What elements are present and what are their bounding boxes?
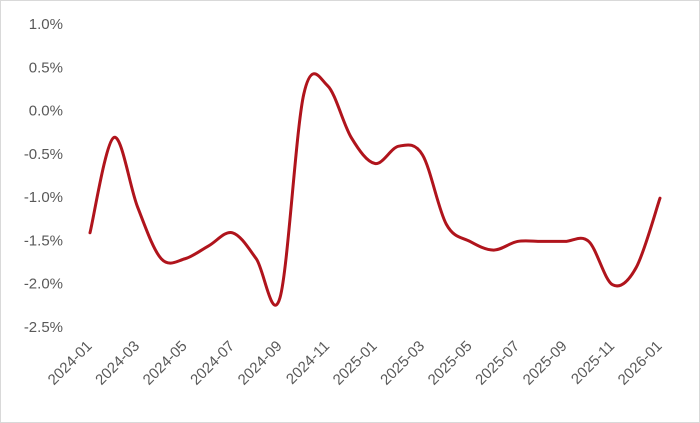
y-tick-label: 0.5% [29, 59, 63, 76]
y-tick-label: 1.0% [29, 16, 63, 33]
y-tick-label: -0.5% [24, 146, 63, 163]
y-tick-label: 0.0% [29, 103, 63, 120]
y-tick-label: -1.0% [24, 189, 63, 206]
y-tick-label: -1.5% [24, 232, 63, 249]
y-tick-label: -2.0% [24, 276, 63, 293]
line [88, 72, 662, 307]
y-tick-label: -2.5% [24, 319, 63, 336]
